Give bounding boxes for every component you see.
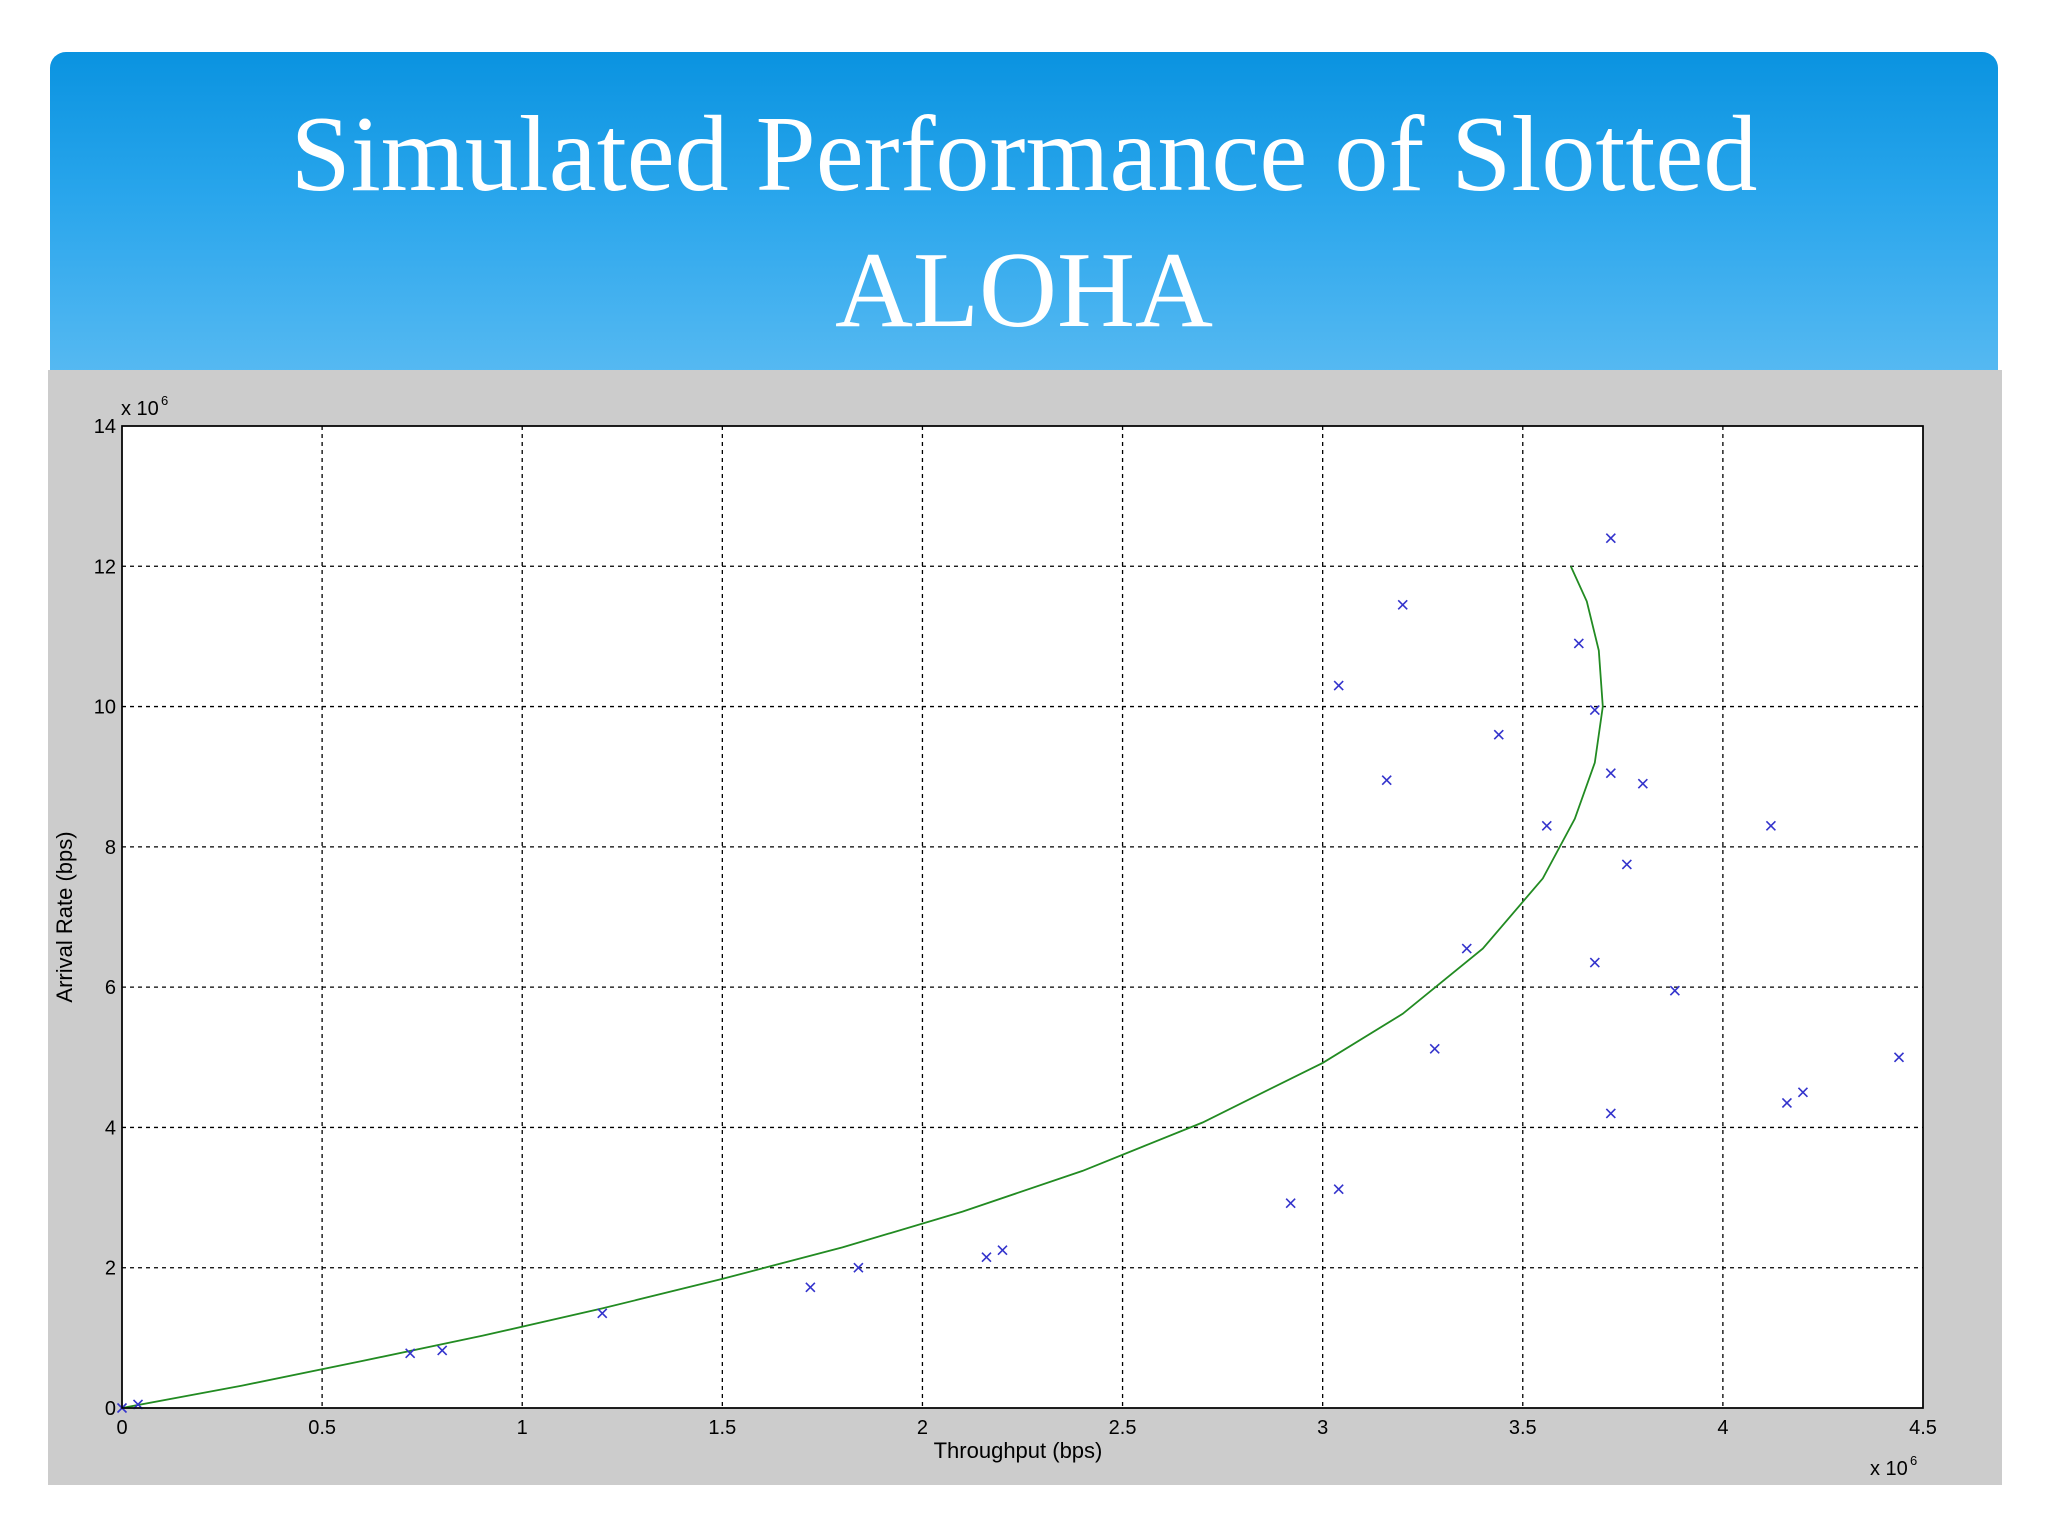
x-tick-label: 2 — [917, 1417, 928, 1439]
y-multiplier-base: x 10 — [121, 398, 159, 420]
y-axis-label: Arrival Rate (bps) — [52, 831, 77, 1002]
scatter-chart: 0 0.5 1 1.5 2 2.5 3 3.5 4 4.5 0 2 4 6 8 10 12 14 Throughp… — [48, 370, 2002, 1485]
x-multiplier-base: x 10 — [1870, 1458, 1908, 1480]
x-tick-label: 3.5 — [1509, 1417, 1537, 1439]
y-tick-label: 6 — [105, 977, 116, 999]
y-tick-label: 2 — [105, 1258, 116, 1280]
x-axis-label: Throughput (bps) — [934, 1438, 1103, 1463]
title-banner: Simulated Performance of Slotted ALOHA — [50, 52, 1998, 382]
slide-title: Simulated Performance of Slotted ALOHA — [174, 87, 1874, 359]
y-tick-label: 0 — [105, 1398, 116, 1420]
figure-frame: 0 0.5 1 1.5 2 2.5 3 3.5 4 4.5 0 2 4 6 8 10 12 14 Throughp… — [48, 370, 2002, 1485]
x-tick-label: 0.5 — [308, 1417, 336, 1439]
y-tick-label: 14 — [94, 416, 116, 438]
x-tick-label: 0 — [116, 1417, 127, 1439]
y-multiplier: x 10 6 — [121, 393, 168, 420]
x-tick-label: 3 — [1317, 1417, 1328, 1439]
plot-area — [122, 426, 1923, 1408]
x-tick-label: 1 — [517, 1417, 528, 1439]
x-tick-label: 4 — [1717, 1417, 1728, 1439]
y-tick-label: 8 — [105, 837, 116, 859]
y-tick-label: 10 — [94, 697, 116, 719]
x-tick-label: 4.5 — [1909, 1417, 1937, 1439]
x-tick-label: 2.5 — [1109, 1417, 1137, 1439]
x-multiplier: x 10 6 — [1870, 1453, 1917, 1480]
x-tick-label: 1.5 — [708, 1417, 736, 1439]
y-tick-label: 12 — [94, 556, 116, 578]
x-multiplier-exponent: 6 — [1910, 1453, 1917, 1468]
y-tick-label: 4 — [105, 1117, 116, 1139]
y-multiplier-exponent: 6 — [161, 393, 168, 408]
